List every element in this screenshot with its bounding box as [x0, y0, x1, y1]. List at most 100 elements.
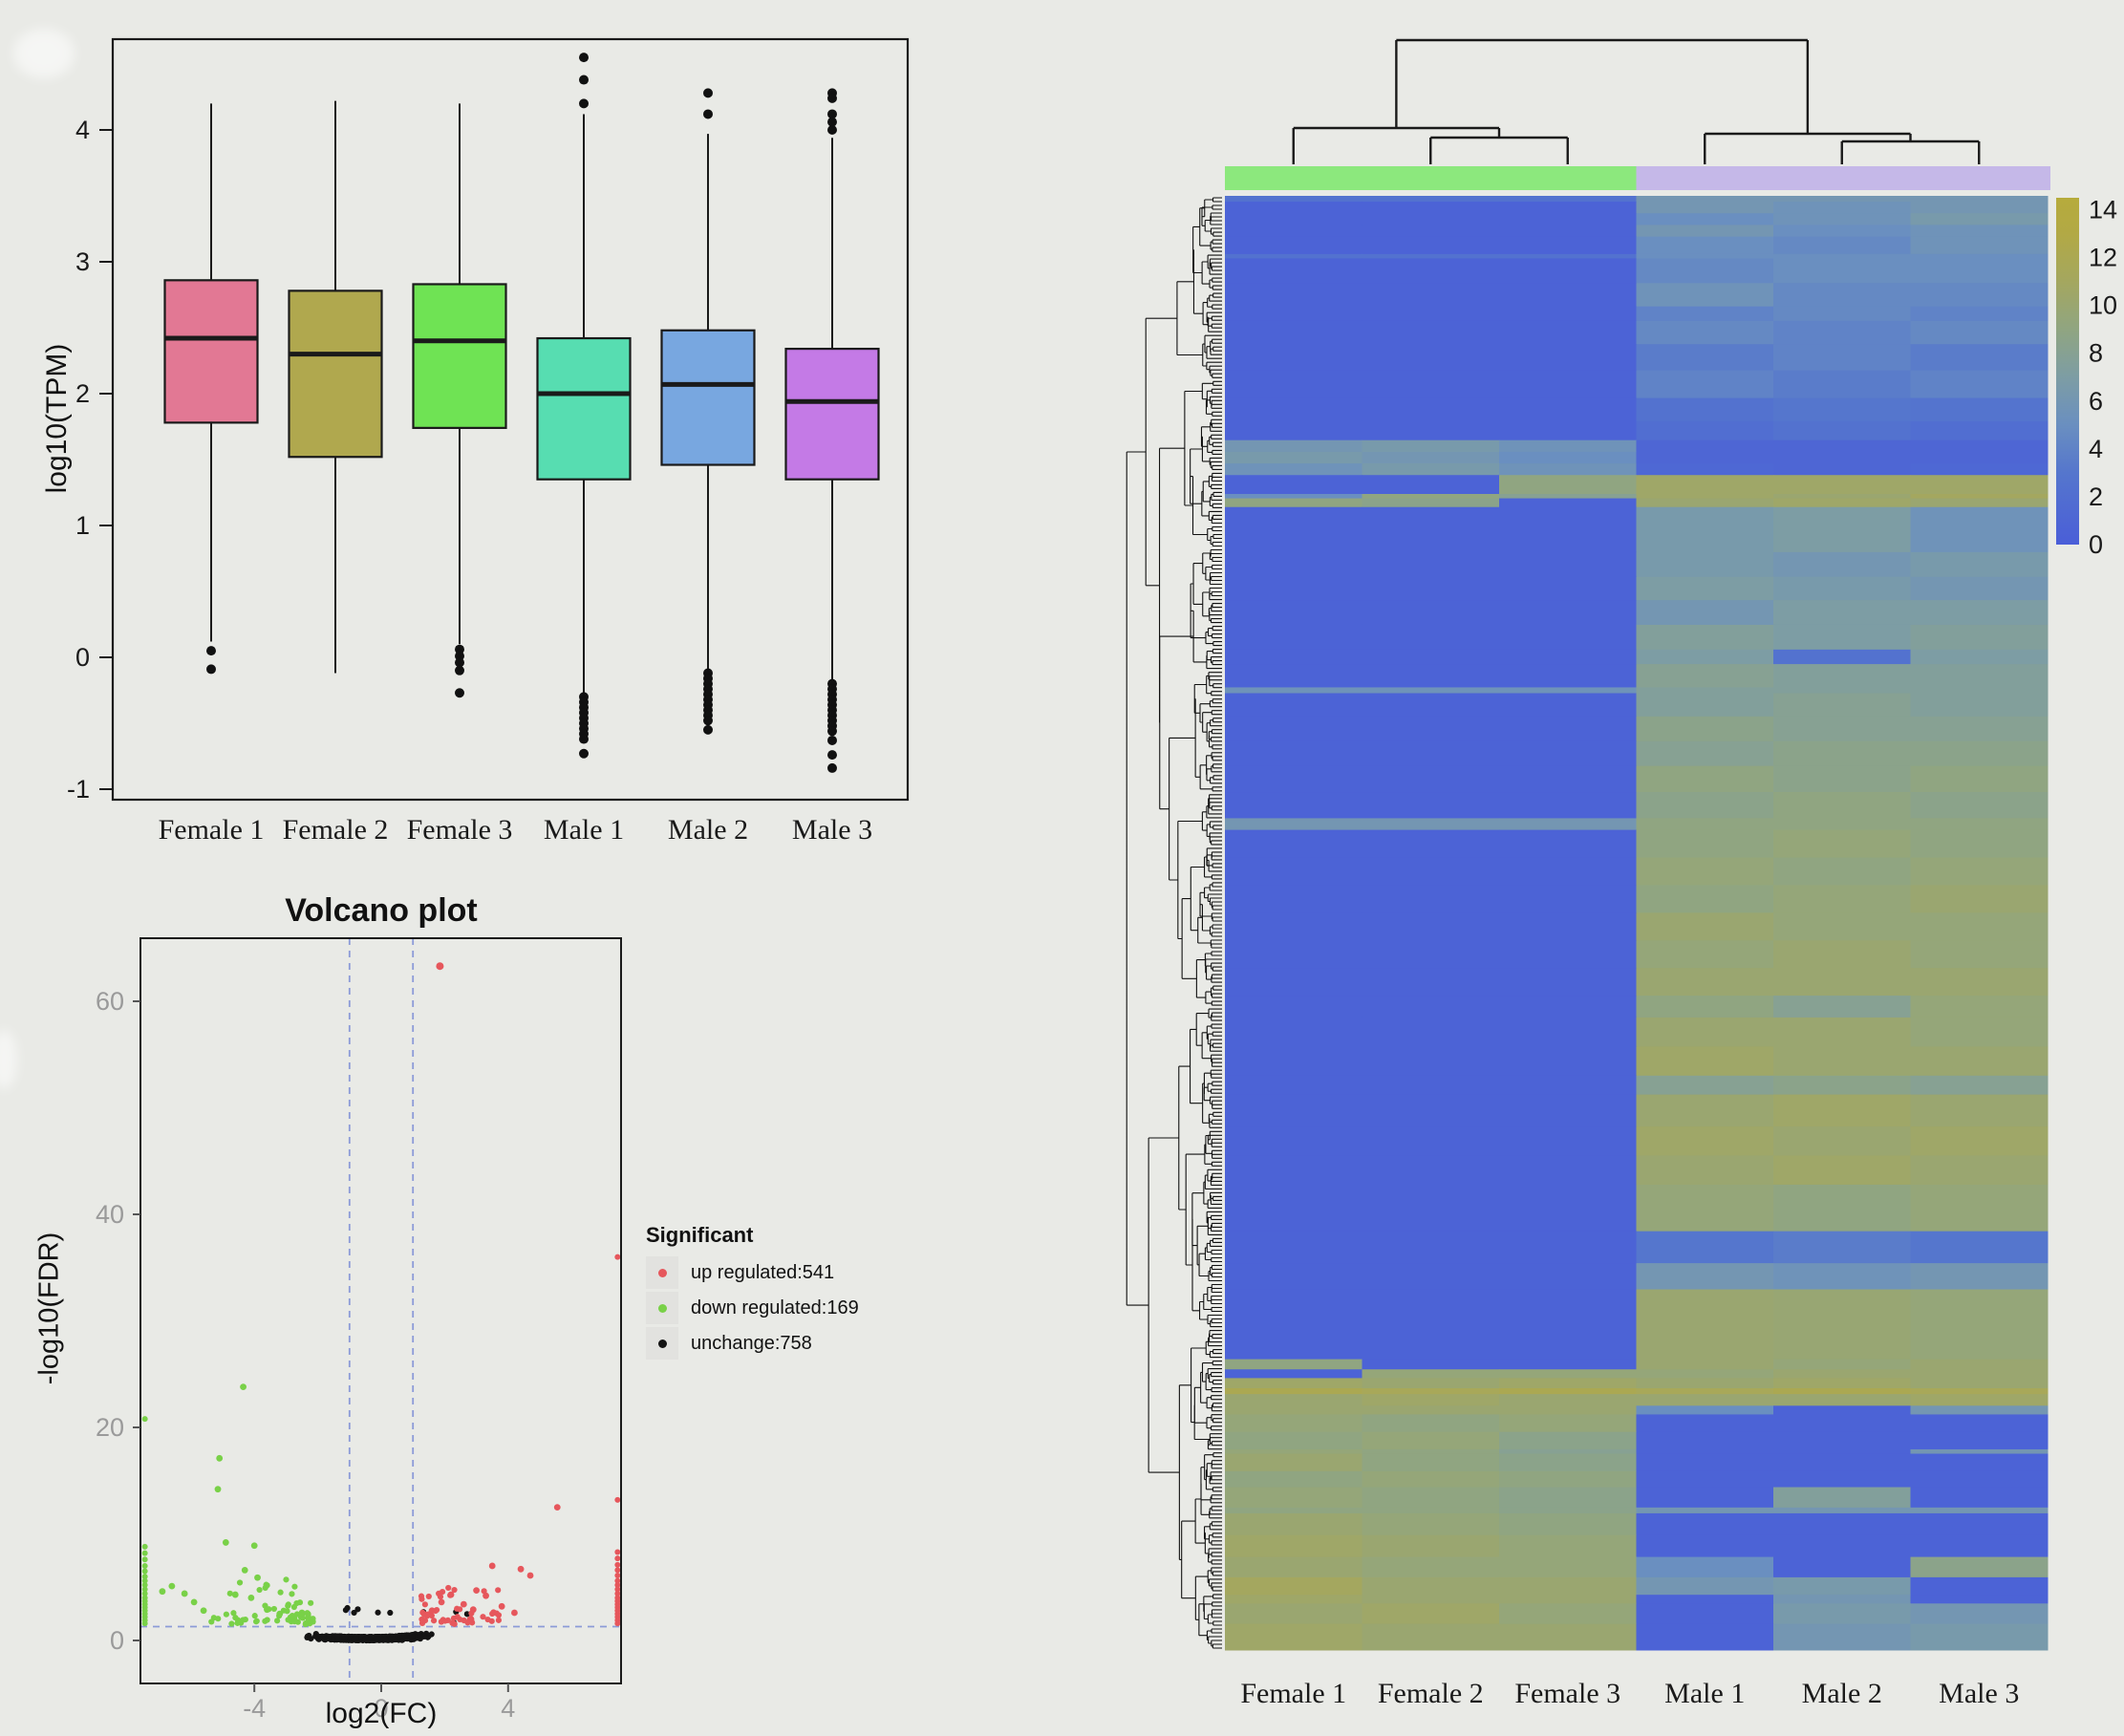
outlier-point: [827, 735, 837, 745]
heatmap-cell-band: [1636, 370, 1774, 399]
heatmap-cell-band: [1773, 420, 1911, 441]
heatmap-cell-band: [1225, 1046, 1362, 1077]
data-point: [447, 1591, 455, 1598]
heatmap-cell-band: [1499, 664, 1637, 688]
annotation-bar-female: [1225, 166, 1637, 190]
heatmap-cell-band: [1362, 506, 1500, 553]
heatmap-cell-band: [1636, 202, 1774, 214]
heatmap-cell-band: [1225, 1075, 1362, 1096]
heatmap-cell-band: [1910, 202, 2049, 214]
volcano-y-tick-label: 20: [96, 1413, 124, 1442]
heatmap-cell-band: [1225, 765, 1362, 793]
heatmap-cell-band: [1910, 463, 2049, 476]
data-point: [467, 1615, 474, 1622]
heatmap-cell-band: [1362, 202, 1500, 214]
heatmap-cell-band: [1773, 306, 1911, 322]
heatmap-cell-band: [1773, 344, 1911, 372]
heatmap-cell-band: [1773, 1289, 1911, 1361]
row-dendrogram: [1126, 197, 1222, 1649]
heatmap-cell-band: [1362, 1075, 1500, 1096]
heatmap-cell-band: [1225, 1595, 1362, 1604]
heatmap-cell-band: [1910, 494, 2049, 500]
boxplot-y-tick-label: -1: [67, 775, 90, 804]
data-point: [141, 1586, 148, 1593]
data-point: [290, 1603, 297, 1611]
heatmap-cell-band: [1499, 1414, 1637, 1433]
heatmap-cell-band: [1225, 912, 1362, 941]
data-point: [310, 1618, 316, 1625]
data-point: [190, 1598, 198, 1606]
heatmap-cell-band: [1362, 940, 1500, 969]
heatmap-cell-band: [1910, 885, 2049, 913]
heatmap-cell-band: [1362, 600, 1500, 626]
heatmap-cell-band: [1910, 225, 2049, 238]
heatmap-cell-band: [1225, 225, 1362, 238]
heatmap-cell-band: [1910, 1378, 2049, 1389]
heatmap-cell-band: [1773, 1414, 1911, 1433]
heatmap-cell-band: [1499, 397, 1637, 422]
heatmap-cell-band: [1362, 463, 1500, 476]
heatmap-cell-band: [1499, 1388, 1637, 1395]
heatmap-cell-band: [1773, 1094, 1911, 1127]
heatmap-cell-band: [1910, 1394, 2049, 1406]
heatmap-cell-band: [1773, 1359, 1911, 1370]
heatmap-cell-band: [1362, 1487, 1500, 1509]
data-point: [304, 1610, 311, 1617]
heatmap-cell-band: [1636, 258, 1774, 284]
volcano-panel: 0 20 40 60 -4 0 4: [96, 937, 622, 1723]
heatmap-cell-band: [1636, 664, 1774, 688]
heatmap-panel: 0 2 4 6 8 10 12 14 Female 1 Female 2 Female 3 Male …: [1126, 38, 2117, 1709]
colorbar-tick-label: 12: [2089, 244, 2117, 272]
heatmap-cell-band: [1362, 1394, 1500, 1406]
data-point: [614, 1577, 621, 1584]
data-point: [252, 1618, 260, 1625]
heatmap-cell-band: [1225, 439, 1362, 453]
data-point: [298, 1609, 306, 1617]
heatmap-cell-band: [1773, 283, 1911, 308]
data-point: [614, 1567, 621, 1574]
data-point: [451, 1586, 458, 1594]
box: [412, 283, 507, 429]
heatmap-cell-band: [1225, 397, 1362, 422]
heatmap-cell-band: [1362, 968, 1500, 997]
heatmap-cell-band: [1362, 283, 1500, 308]
heatmap-cell-band: [1910, 1623, 2049, 1651]
heatmap-cell-band: [1773, 1623, 1911, 1651]
heatmap-cell-band: [1362, 370, 1500, 399]
heatmap-cell-band: [1362, 857, 1500, 886]
legend-item-label: unchange:758: [691, 1332, 812, 1354]
outlier-point: [827, 750, 837, 761]
heatmap-cell-band: [1499, 885, 1637, 913]
heatmap-cell-band: [1225, 1453, 1362, 1472]
heatmap-cell-band: [1362, 1046, 1500, 1077]
heatmap-cell-band: [1773, 1534, 1911, 1558]
heatmap-cell-band: [1499, 1623, 1637, 1651]
heatmap-cell-band: [1225, 968, 1362, 997]
heatmap-cell-band: [1362, 1378, 1500, 1389]
heatmap-column-label: Male 3: [1939, 1678, 2019, 1709]
heatmap-cell-band: [1773, 765, 1911, 793]
heatmap-cell-band: [1362, 1017, 1500, 1047]
heatmap-cell-band: [1910, 1431, 2049, 1450]
heatmap-cell-band: [1499, 765, 1637, 793]
heatmap-cell-band: [1499, 475, 1637, 495]
data-point: [614, 1595, 621, 1601]
heatmap-cell-band: [1362, 397, 1500, 422]
data-point: [614, 1549, 621, 1555]
heatmap-cell-band: [1225, 494, 1362, 500]
heatmap-cell-band: [1910, 664, 2049, 688]
heatmap-cell-band: [1910, 551, 2049, 578]
box: [163, 279, 259, 424]
heatmap-cell-band: [1636, 344, 1774, 372]
heatmap-cell-band: [1499, 253, 1637, 259]
colorbar-tick-label: 6: [2089, 387, 2103, 416]
data-point: [417, 1633, 423, 1640]
data-point: [263, 1581, 269, 1588]
heatmap-cell-band: [1636, 1453, 1774, 1472]
heatmap-cell-band: [1499, 624, 1637, 651]
outlier-point: [827, 762, 837, 773]
heatmap-cell-band: [1499, 463, 1637, 476]
data-point: [498, 1602, 505, 1610]
heatmap-cell-band: [1362, 624, 1500, 651]
heatmap-cell-band: [1362, 1359, 1500, 1370]
